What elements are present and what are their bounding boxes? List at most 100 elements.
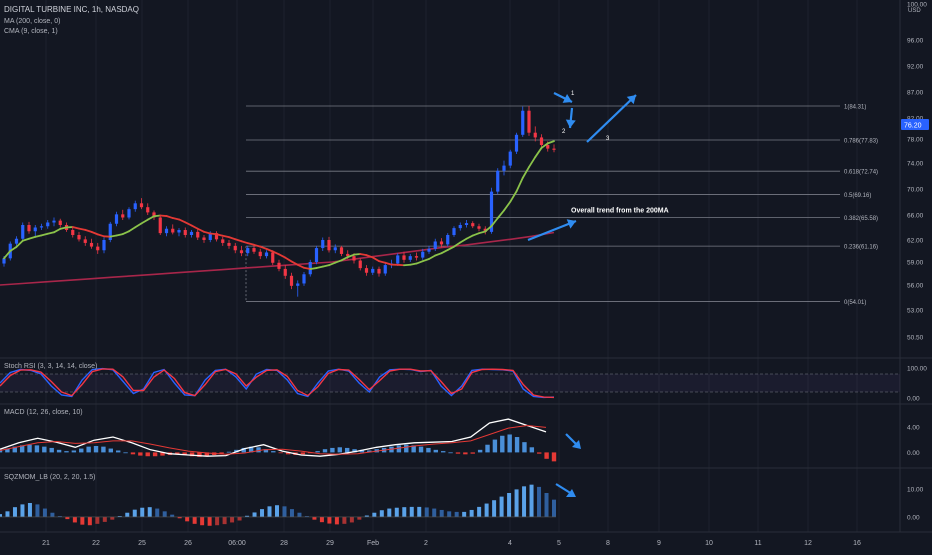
candle-body: [96, 247, 99, 251]
macd-histogram-bar: [345, 448, 349, 452]
candle-body: [27, 225, 30, 231]
macd-histogram-bar: [434, 450, 438, 453]
sqz-bar: [530, 485, 534, 517]
time-tick-label: 06:00: [228, 540, 246, 547]
time-tick-label: 8: [606, 540, 610, 547]
macd-histogram-bar: [35, 445, 39, 452]
candle-body: [371, 269, 374, 273]
sqz-bar: [110, 517, 114, 520]
candle-body: [227, 243, 230, 246]
candle-body: [327, 240, 330, 250]
cma-segment: [110, 235, 116, 236]
cma-segment: [310, 268, 316, 269]
sqz-bar: [50, 513, 54, 517]
sqz-bar: [552, 500, 556, 517]
price-tick-label: 50.50: [907, 335, 924, 342]
price-tag: 76.20: [904, 123, 922, 130]
fib-level-label: 0.5(69.16): [844, 193, 871, 199]
candle-body: [377, 269, 380, 274]
sqz-bar: [462, 512, 466, 517]
candle-body: [302, 274, 305, 283]
macd-histogram-bar: [478, 450, 482, 453]
macd-tick-label: 0.00: [907, 450, 920, 457]
sqz-bar: [327, 517, 331, 524]
sqzmom-title: SQZMOM_LB (20, 2, 20, 1.5): [4, 474, 95, 481]
macd-histogram-bar: [101, 447, 105, 453]
macd-histogram-bar: [456, 452, 460, 453]
macd-histogram-bar: [419, 447, 423, 453]
sqz-bar: [185, 517, 189, 521]
candle-body: [384, 265, 387, 273]
macd-histogram-bar: [153, 452, 157, 456]
sqz-bar: [163, 511, 167, 517]
sqz-bar: [470, 510, 474, 517]
fib-level-label: 0.786(77.83): [844, 139, 878, 145]
indicator-cma-label: CMA (9, close, 1): [4, 28, 58, 35]
candle-body: [184, 230, 187, 235]
time-tick-label: 22: [92, 540, 100, 547]
fib-level-label: 0(54.01): [844, 300, 866, 306]
sqz-bar: [20, 504, 24, 517]
macd-histogram-bar: [109, 449, 113, 453]
macd-histogram-bar: [79, 449, 83, 453]
macd-histogram-bar: [94, 446, 98, 452]
sqz-bar: [402, 507, 406, 517]
macd-histogram-bar: [544, 452, 548, 458]
price-tick-label: 78.00: [907, 137, 924, 144]
sqz-bar: [193, 517, 197, 524]
candle-body: [40, 226, 43, 227]
candle-body: [465, 223, 468, 225]
macd-histogram-bar: [426, 448, 430, 452]
sqz-bar: [65, 517, 69, 519]
macd-histogram-bar: [72, 450, 76, 452]
sqz-bar: [28, 503, 32, 517]
macd-histogram-bar: [338, 447, 342, 452]
candle-body: [546, 145, 549, 149]
macd-histogram-bar: [86, 447, 90, 453]
macd-histogram-bar: [131, 452, 135, 454]
time-tick-label: 16: [853, 540, 861, 547]
candle-body: [165, 229, 168, 233]
candle-body: [315, 248, 318, 262]
sqz-bar: [455, 512, 459, 517]
candle-body: [177, 230, 180, 233]
candle-body: [71, 230, 74, 235]
candle-body: [521, 111, 524, 135]
stoch-tick-label: 0.00: [907, 396, 920, 403]
candle-body: [77, 235, 80, 239]
price-tick-label: 66.00: [907, 213, 924, 220]
candle-body: [252, 248, 255, 252]
sqz-bar: [73, 517, 77, 523]
sqz-bar: [297, 513, 301, 517]
price-tick-label: 56.00: [907, 283, 924, 290]
macd-histogram-bar: [448, 452, 452, 453]
candle-body: [90, 243, 93, 247]
candle-body: [246, 248, 249, 253]
macd-histogram-bar: [64, 451, 68, 452]
candle-body: [459, 225, 462, 228]
sqz-bar: [290, 509, 294, 517]
candle-body: [496, 171, 499, 192]
candle-body: [440, 241, 443, 244]
sqz-bar: [208, 517, 212, 526]
sqz-bar: [35, 504, 39, 517]
candle-body: [434, 241, 437, 248]
sqz-bar: [125, 513, 129, 517]
candle-body: [359, 261, 362, 269]
fib-level-label: 0.382(65.58): [844, 216, 878, 222]
indicator-ma200-label: MA (200, close, 0): [4, 18, 60, 25]
candle-body: [540, 137, 543, 145]
cma-segment: [360, 254, 366, 255]
price-tick-label: 87.00: [907, 90, 924, 97]
cma-segment: [304, 268, 310, 269]
sqz-bar: [507, 493, 511, 517]
macd-histogram-bar: [552, 452, 556, 461]
sqz-bar: [425, 507, 429, 516]
candle-body: [527, 111, 530, 133]
macd-histogram-bar: [515, 437, 519, 452]
sqz-bar: [148, 507, 152, 517]
candle-body: [365, 268, 368, 273]
candle-body: [477, 226, 480, 229]
candle-body: [409, 256, 412, 260]
